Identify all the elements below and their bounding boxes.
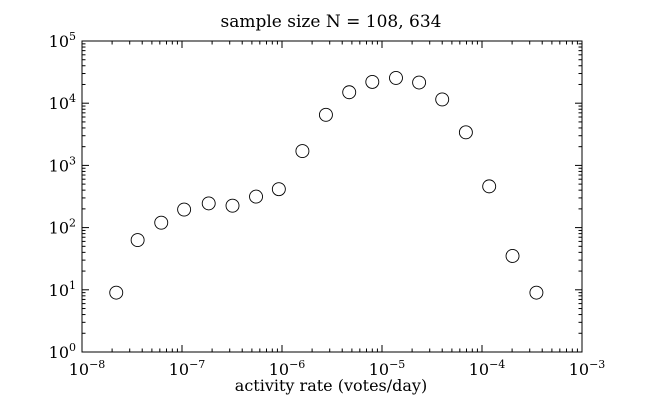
y-tick-label: 103 [49,154,76,175]
y-tick-label: 104 [49,92,76,113]
data-point [271,182,286,197]
tick-labels: 10−8 10−7 10−6 10−5 10−4 10−3 100 101 102 103 104 1… [49,30,606,379]
data-point [295,144,310,159]
y-tick-label: 100 [49,341,76,362]
data-point [389,70,403,85]
data-point [225,198,240,213]
data-point [482,179,497,194]
axis-ticks [81,40,583,353]
data-point [412,75,427,90]
data-point [318,107,333,122]
x-tick-label: 10−4 [469,358,506,379]
y-tick-label: 101 [49,279,76,300]
data-point [249,189,263,204]
data-point [365,74,380,89]
data-point [201,196,216,211]
x-tick-label: 10−3 [569,358,606,379]
plot-area [81,40,583,353]
chart-title: sample size N = 108, 634 [221,12,442,32]
data-point [154,215,169,230]
x-tick-label: 10−6 [269,358,306,379]
x-axis-label: activity rate (votes/day) [235,376,427,395]
data-point [458,125,473,140]
data-point [177,202,192,217]
data-point [505,249,520,263]
x-tick-label: 10−5 [369,358,406,379]
y-tick-label: 102 [49,217,76,238]
y-tick-label: 105 [49,30,76,51]
x-tick-label: 10−8 [69,358,106,379]
data-points [109,70,544,300]
x-tick-label: 10−7 [169,358,206,379]
data-point [130,233,145,248]
data-point [342,85,357,100]
data-point [529,285,544,300]
data-point [109,285,124,300]
data-point [435,92,450,107]
